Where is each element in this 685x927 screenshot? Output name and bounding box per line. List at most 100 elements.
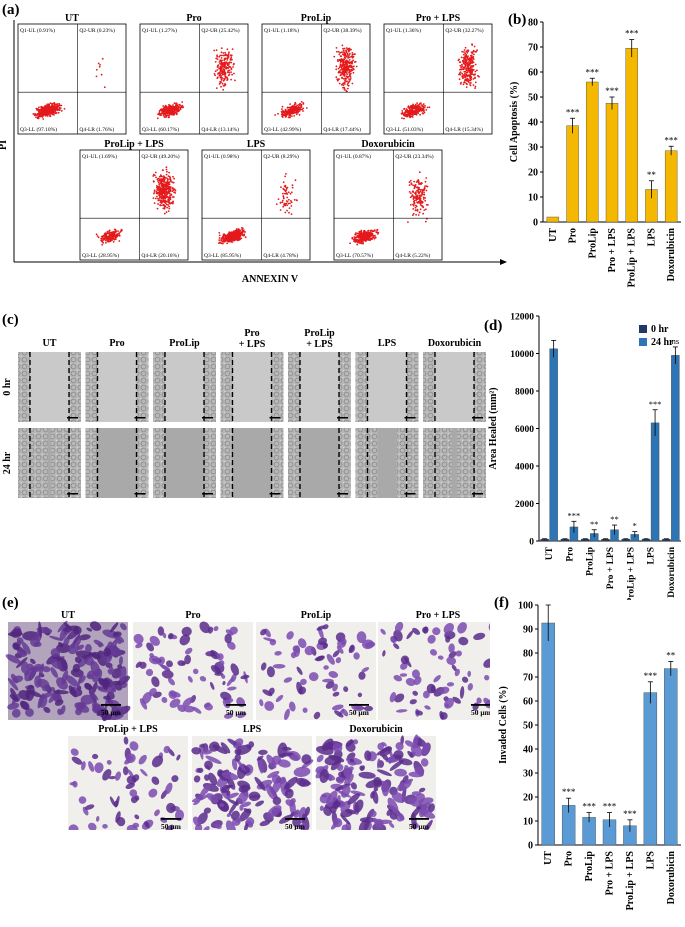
significance-label: ** [647,170,657,180]
invasion-image-title: ProLip [301,610,332,621]
panel-label-d: (d) [484,318,503,334]
flow-plot-frame [79,149,189,261]
significance-label: *** [644,671,658,681]
wound-gap [299,428,340,498]
flow-quadrant-ll: Q3-LL (97.10%) [20,126,57,133]
flow-plot-frame [383,23,493,135]
wound-column-title: Pro [109,338,124,349]
bar [643,692,658,846]
invasion-scale-label: 50 μm [285,822,306,830]
invasion-image: Pro + LPS 50 μm [378,610,490,720]
panel-label-b: (b) [508,12,527,28]
significance-label: *** [566,107,580,117]
invasion-scale-label: 50 μm [161,822,182,830]
flow-quadrant-ll: Q3-LL (85.95%) [204,252,241,259]
bar [664,668,678,846]
invasion-image-panel: UT 50 μm Pro 50 μm ProLip 50 μm Pro + LPS 50 μm… [5,610,490,830]
significance-label: *** [664,135,678,145]
flow-plot: UT Q1-UL (0.91%) Q2-UR (0.23%) Q3-LL (97.10… [17,13,127,135]
flow-quadrant-lr: Q4-LR (1.76%) [79,126,114,133]
bar [605,103,619,223]
invasion-image-title: Doxorubicin [349,724,403,735]
flow-quadrant-ul: Q1-UL (1.36%) [386,27,421,34]
y-tick-label: 12000 [510,313,534,323]
invasion-bar-chart: Invaded Cells (%) 0 10 20 30 40 50 60 70 80 90 100… [498,601,681,911]
wound-scale-bar [269,493,281,495]
flow-plot-title: UT [65,13,79,24]
x-category-label: ProLip + LPS [625,851,636,911]
flow-quadrant-lr: Q4-LR (15.34%) [445,126,483,133]
flow-quadrant-lr: Q4-LR (17.44%) [323,126,361,133]
panel-label-c: (c) [2,312,19,328]
bar [549,348,558,542]
flow-plot: Pro Q1-UL (1.27%) Q2-UR (25.42%) Q3-LL (60.… [139,13,249,135]
flow-quadrant-ur: Q2-UR (0.23%) [79,27,115,34]
y-tick-label: 80 [528,18,538,29]
y-tick-label: 0 [533,218,538,229]
x-category-label: Pro + LPS [606,547,616,589]
invasion-image: ProLip 50 μm [256,610,376,721]
y-tick-label: 100 [518,601,533,612]
x-category-label: LPS [646,228,657,247]
invasion-image-title: UT [61,610,75,621]
x-category-label: LPS [645,851,656,870]
significance-label: ** [590,519,599,529]
invasion-image: UT 50 μm [5,610,131,722]
y-tick-label: 70 [528,43,538,54]
wound-column-title: ProLip [169,338,200,349]
invasion-scale-bar [161,818,181,820]
x-category-label: UT [548,228,559,242]
flow-x-axis-label: ANNEXIN V [242,274,299,285]
panel-label-f: (f) [494,595,509,611]
wound-gap [29,352,70,422]
wound-scale-bar [337,417,348,419]
x-category-label: Pro [568,228,579,243]
wound-gap [232,352,272,422]
x-category-label: ProLip + LPS [626,547,636,600]
wound-gap [97,352,137,422]
apoptosis-y-axis-label: Cell Apoptosis (%) [509,82,520,163]
invasion-scale-bar [409,818,429,820]
wound-scale-bar [134,493,146,495]
invasion-scale-bar [349,704,369,706]
flow-plot: Doxorubicin Q1-UL (0.87%) Q2-UR (23.34%) Q3… [333,139,443,261]
y-tick-label: 30 [528,143,538,154]
flow-quadrant-lr: Q4-LR (5.22%) [395,252,430,259]
x-category-label: ProLip [586,547,596,576]
flow-quadrant-ur: Q2-UR (32.27%) [445,27,483,34]
wound-row-label: 24 hr [2,451,13,474]
flow-quadrant-ur: Q2-UR (25.42%) [201,27,239,34]
bar [541,622,555,846]
invasion-scale-label: 50 μm [226,708,247,717]
significance-label: *** [623,809,637,819]
flow-plot-frame [17,23,127,135]
y-tick-label: 4000 [515,463,534,473]
y-tick-label: 50 [523,721,533,732]
invasion-image-title: ProLip + LPS [98,724,158,735]
y-tick-label: 60 [523,697,533,708]
y-tick-label: 8000 [515,388,534,398]
wound-gap [434,352,475,422]
invasion-y-axis-label: Invaded Cells (%) [498,686,509,764]
bar [546,216,560,223]
flow-quadrant-ul: Q1-UL (1.27%) [142,27,177,34]
wound-gap [451,428,458,498]
wound-gap [164,428,205,498]
wound-area-bar-chart: Area Healed (mm²) 0 2000 4000 6000 8000 10000… [488,313,681,600]
wound-scale-bar [202,493,213,495]
flow-quadrant-ll: Q3-LL (60.17%) [142,126,179,133]
wound-scale-bar [472,417,483,419]
flow-cytometry-panel: PI ANNEXIN V UT Q1-UL (0.91%) Q2-UR (0.23%… [0,13,507,285]
y-tick-label: 10 [523,817,533,828]
significance-label: ** [610,514,619,524]
invasion-scale-label: 50 μm [101,708,122,717]
wound-gap [164,352,205,422]
flow-quadrant-lr: Q4-LR (4.78%) [263,252,298,259]
flow-quadrant-lr: Q4-LR (20.16%) [141,252,179,259]
wound-column-title: + LPS [239,339,266,350]
panel-label-e: (e) [2,595,19,611]
panel-label-a: (a) [2,2,20,18]
flow-plot: LPS Q1-UL (0.98%) Q2-UR (8.29%) Q3-LL (85.9… [201,139,311,261]
legend-label: 24 hr [651,337,674,348]
